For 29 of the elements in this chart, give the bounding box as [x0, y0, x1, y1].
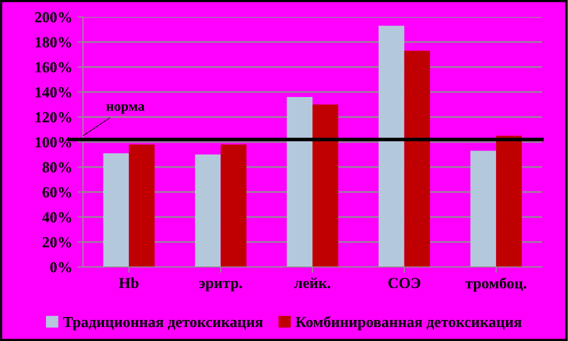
- legend-label: Традиционная детоксикация: [63, 317, 263, 330]
- y-tick-label: 0%: [50, 262, 72, 272]
- x-tick-label: эритр.: [199, 280, 242, 292]
- ref-line-label: норма: [106, 104, 145, 114]
- bar: [103, 153, 129, 267]
- bar: [404, 50, 430, 267]
- bar: [128, 144, 155, 267]
- bar: [496, 136, 522, 267]
- y-tick-label: 140%: [36, 87, 72, 98]
- legend-label: Комбинированная детоксикация: [296, 316, 522, 330]
- y-tick-label: 180%: [36, 37, 72, 48]
- x-tick-label: СОЭ: [388, 278, 420, 288]
- bar: [194, 154, 221, 267]
- y-tick-label: 200%: [35, 12, 72, 22]
- bar: [312, 104, 338, 267]
- y-tick-label: 20%: [42, 237, 72, 248]
- y-tick-label: 40%: [42, 212, 72, 222]
- y-tick-label: 60%: [42, 187, 72, 198]
- x-tick-label: Hb: [118, 277, 138, 288]
- bar: [378, 26, 404, 267]
- y-tick-label: 120%: [36, 112, 72, 122]
- y-tick-label: 160%: [36, 62, 72, 72]
- bar: [470, 150, 496, 267]
- bar: [220, 144, 246, 267]
- x-tick-label: тромбоц.: [465, 277, 526, 292]
- x-tick-label: лейк.: [294, 278, 330, 288]
- y-tick-label: 80%: [42, 162, 72, 172]
- bar: [286, 97, 312, 267]
- y-tick-label: 100%: [36, 137, 72, 148]
